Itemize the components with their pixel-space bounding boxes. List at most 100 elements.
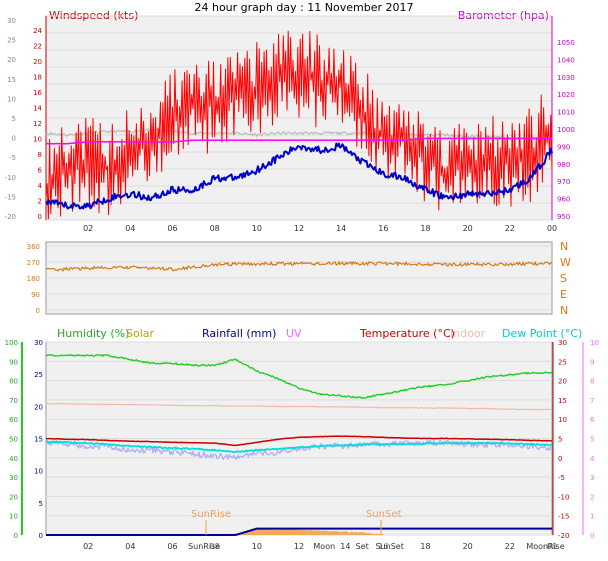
wind-x-tick-label: 14 xyxy=(336,224,346,233)
wind-outer-tick-label: 25 xyxy=(7,37,16,45)
uv-tick-label: 7 xyxy=(590,397,594,405)
wind-outer-tick-label: 10 xyxy=(7,95,16,103)
wind-outer-tick-label: 0 xyxy=(12,135,16,143)
humidity-tick-label: 40 xyxy=(9,455,18,463)
uv-tick-label: 4 xyxy=(590,455,595,463)
windspeed-tick-label: 24 xyxy=(33,27,42,35)
windspeed-tick-label: 10 xyxy=(33,136,42,144)
rainfall-tick-label: 20 xyxy=(34,403,43,411)
blue-series-line xyxy=(45,142,553,210)
wind-x-tick-label: 00 xyxy=(547,224,557,233)
rainfall-tick-label: 10 xyxy=(34,468,43,476)
rainfall-tick-label: 25 xyxy=(34,371,43,379)
compass-label: S xyxy=(560,272,567,285)
legend-temperature: Temperature (°C) xyxy=(359,327,455,340)
uv-tick-label: 8 xyxy=(590,378,594,386)
weather-x-tick-label: 08 xyxy=(210,542,220,551)
weather-x-axis: 02 04 06 SunRise 10 12 Moon 14 Set SunSet 18 20 22 Mo… xyxy=(83,542,565,551)
humidity-tick-label: 50 xyxy=(9,436,18,444)
rainfall-tick-label: 5 xyxy=(39,500,43,508)
wind-x-tick-label: 18 xyxy=(420,224,430,233)
compass-label: N xyxy=(560,304,568,317)
weather-x-tick-label: 18 xyxy=(420,542,430,551)
temperature-tick-label: 0 xyxy=(558,455,562,463)
wind-outer-tick-label: 15 xyxy=(7,76,16,84)
uv-tick-label: 0 xyxy=(590,532,594,540)
wind-x-tick-label: 04 xyxy=(125,224,135,233)
humidity-tick-label: 20 xyxy=(9,493,18,501)
uv-tick-label: 3 xyxy=(590,474,594,482)
barometer-tick-label: 950 xyxy=(557,213,570,221)
weather-series-group xyxy=(45,354,553,536)
temperature-tick-label: -10 xyxy=(558,493,569,501)
uv-tick-label: 2 xyxy=(590,493,594,501)
barometer-line xyxy=(45,137,552,145)
uv-tick-label: 10 xyxy=(590,339,599,347)
rainfall-tick-label: 15 xyxy=(34,436,43,444)
wind-x-tick-label: 20 xyxy=(463,224,473,233)
compass-label: W xyxy=(560,256,571,269)
weather-x-tick-label: Set xyxy=(356,542,369,551)
legend-indoor: Indoor xyxy=(450,327,486,340)
barometer-tick-label: 1030 xyxy=(557,74,575,82)
wind-series-group xyxy=(45,30,553,220)
compass-label: E xyxy=(560,288,567,301)
humidity-tick-label: 30 xyxy=(9,474,18,482)
uv-tick-label: 1 xyxy=(590,513,594,521)
windspeed-tick-label: 12 xyxy=(33,120,42,128)
chart-title: 24 hour graph day : 11 November 2017 xyxy=(194,1,413,14)
rainfall-line xyxy=(46,527,552,536)
weather-x-tick-label: Moon xyxy=(526,542,548,551)
dewpoint-line xyxy=(45,440,552,453)
direction-tick-label: 90 xyxy=(31,291,40,299)
windspeed-tick-label: 20 xyxy=(33,58,42,66)
barometer-tick-label: 990 xyxy=(557,143,570,151)
windspeed-tick-label: 18 xyxy=(33,74,42,82)
direction-tick-label: 0 xyxy=(36,307,40,315)
direction-axis: 360 270 180 90 0 xyxy=(27,243,40,315)
windspeed-tick-label: 2 xyxy=(38,198,42,206)
weather-x-tick-label: Moon xyxy=(313,542,335,551)
rainfall-tick-label: 0 xyxy=(39,532,43,540)
direction-series-group xyxy=(45,260,553,272)
humidity-tick-label: 0 xyxy=(14,532,18,540)
temperature-tick-label: -15 xyxy=(558,513,569,521)
weather-panel: Humidity (%) Solar Rainfall (mm) UV Temp… xyxy=(5,327,599,551)
weather-x-tick-label: 00 xyxy=(547,542,557,551)
barometer-tick-label: 1020 xyxy=(557,91,575,99)
weather-x-tick-label: 04 xyxy=(125,542,135,551)
rainfall-tick-label: 30 xyxy=(34,339,43,347)
legend-humidity: Humidity (%) xyxy=(57,327,129,340)
weather-x-tick-label: 10 xyxy=(252,542,262,551)
legend-rainfall: Rainfall (mm) xyxy=(202,327,276,340)
humidity-line xyxy=(45,354,553,399)
wind-x-tick-label: 12 xyxy=(294,224,304,233)
uv-tick-label: 6 xyxy=(590,416,595,424)
temperature-tick-label: -20 xyxy=(558,532,569,540)
weather-x-tick-label: 22 xyxy=(505,542,515,551)
temperature-tick-label: 30 xyxy=(558,339,567,347)
indoor-temperature-line xyxy=(46,402,553,411)
weather-gridlines xyxy=(46,341,552,536)
windspeed-tick-label: 0 xyxy=(38,213,42,221)
wind-outer-tick-label: 30 xyxy=(7,17,16,25)
barometer-tick-label: 1000 xyxy=(557,126,575,134)
sunset-label: SunSet xyxy=(366,509,402,520)
barometer-tick-label: 970 xyxy=(557,178,570,186)
wind-outer-axis: 30 25 20 15 10 5 0 -5 -10 -15 -20 xyxy=(5,17,16,221)
weather-x-tick-label: 20 xyxy=(463,542,473,551)
humidity-tick-label: 70 xyxy=(9,397,18,405)
barometer-tick-label: 1040 xyxy=(557,56,575,64)
wind-outer-tick-label: -10 xyxy=(5,174,16,182)
wind-x-axis: 02 04 06 08 10 12 14 16 18 20 22 00 xyxy=(83,224,557,233)
compass-label: N xyxy=(560,240,568,253)
windspeed-line xyxy=(45,30,553,220)
direction-tick-label: 180 xyxy=(27,275,40,283)
weather-x-tick-label: 12 xyxy=(294,542,304,551)
temperature-axis: 30 25 20 15 10 5 0 -5 -10 -15 -20 xyxy=(558,339,569,540)
wind-x-tick-label: 08 xyxy=(210,224,220,233)
temperature-tick-label: 25 xyxy=(558,358,567,366)
wind-outer-tick-label: -20 xyxy=(5,213,16,221)
